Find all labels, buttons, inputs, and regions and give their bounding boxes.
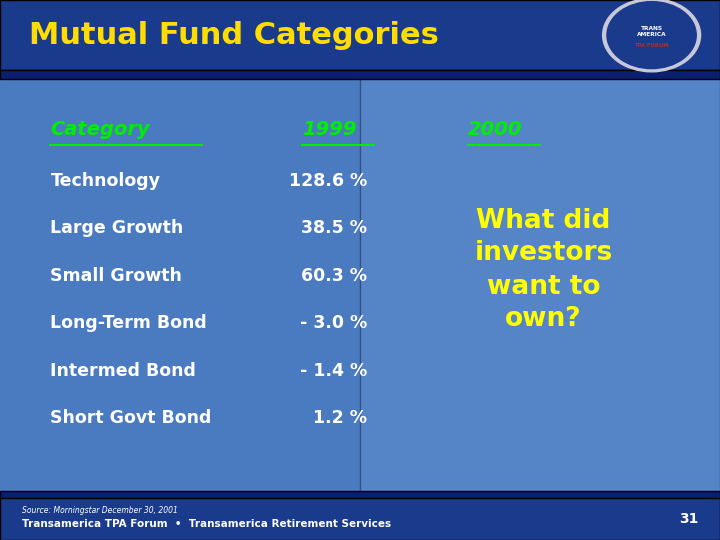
- Text: - 1.4 %: - 1.4 %: [300, 362, 367, 380]
- Text: What did
investors
want to
own?: What did investors want to own?: [474, 207, 613, 333]
- Text: Transamerica TPA Forum  •  Transamerica Retirement Services: Transamerica TPA Forum • Transamerica Re…: [22, 519, 391, 529]
- Circle shape: [603, 0, 701, 72]
- Text: 38.5 %: 38.5 %: [301, 219, 367, 238]
- Text: TRANS
AMERICA: TRANS AMERICA: [636, 26, 667, 37]
- Circle shape: [607, 2, 696, 69]
- Text: Category: Category: [50, 120, 150, 139]
- Text: 60.3 %: 60.3 %: [301, 267, 367, 285]
- Text: TPA FORUM: TPA FORUM: [634, 43, 669, 49]
- Text: Intermed Bond: Intermed Bond: [50, 362, 197, 380]
- Text: Technology: Technology: [50, 172, 161, 190]
- Text: 31: 31: [679, 512, 698, 526]
- Text: 1999: 1999: [302, 120, 357, 139]
- FancyBboxPatch shape: [0, 497, 720, 540]
- FancyBboxPatch shape: [0, 0, 720, 70]
- Text: 1.2 %: 1.2 %: [313, 409, 367, 428]
- Text: - 3.0 %: - 3.0 %: [300, 314, 367, 333]
- Text: Large Growth: Large Growth: [50, 219, 184, 238]
- Text: Mutual Fund Categories: Mutual Fund Categories: [29, 21, 438, 50]
- Text: Small Growth: Small Growth: [50, 267, 182, 285]
- FancyBboxPatch shape: [0, 70, 720, 79]
- FancyBboxPatch shape: [0, 491, 720, 498]
- Text: 2000: 2000: [468, 120, 523, 139]
- FancyBboxPatch shape: [360, 78, 720, 497]
- Text: Short Govt Bond: Short Govt Bond: [50, 409, 212, 428]
- Text: 128.6 %: 128.6 %: [289, 172, 367, 190]
- Text: Source: Morningstar December 30, 2001: Source: Morningstar December 30, 2001: [22, 506, 177, 515]
- Text: Long-Term Bond: Long-Term Bond: [50, 314, 207, 333]
